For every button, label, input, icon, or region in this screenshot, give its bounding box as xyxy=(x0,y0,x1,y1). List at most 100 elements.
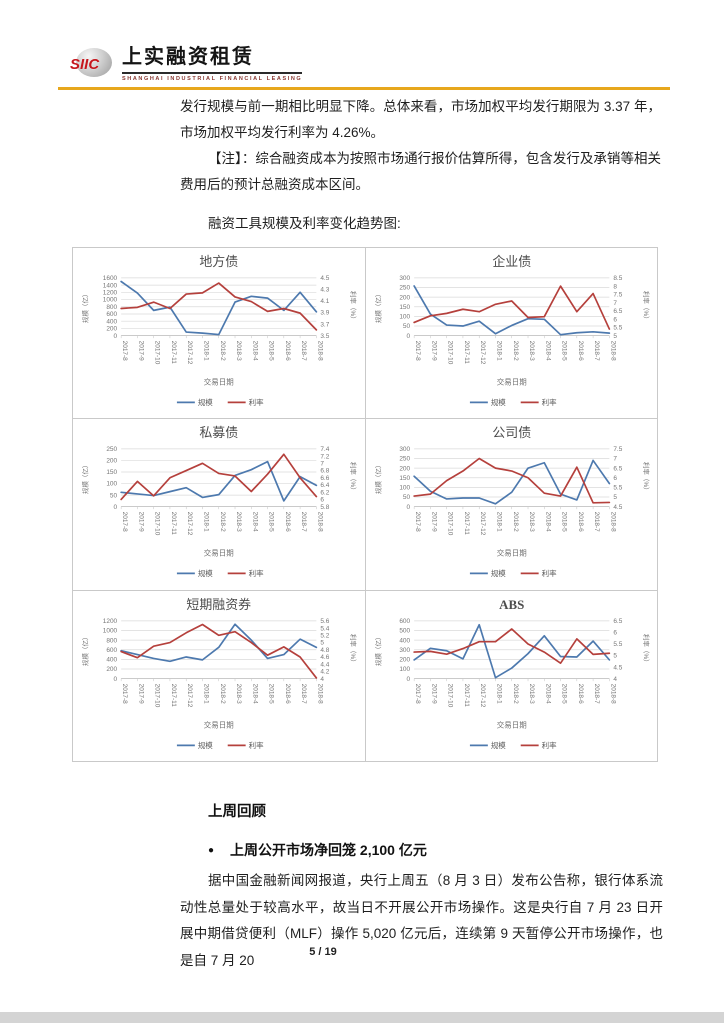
svg-text:100: 100 xyxy=(399,485,410,492)
svg-text:1600: 1600 xyxy=(103,275,118,282)
header-divider xyxy=(58,87,670,90)
svg-text:2018-5: 2018-5 xyxy=(560,341,567,362)
svg-text:规模: 规模 xyxy=(490,397,505,407)
svg-text:短期融资券: 短期融资券 xyxy=(186,597,251,612)
chart-corporate-bonds: 0 50 100 150 200 250 300 4.5 5 5.5 6 6.5 7 7.5 2017-8 2… xyxy=(365,419,657,590)
svg-text:企业债: 企业债 xyxy=(492,254,531,269)
svg-text:300: 300 xyxy=(399,647,410,654)
svg-text:150: 150 xyxy=(106,470,117,477)
svg-text:3.9: 3.9 xyxy=(320,310,329,317)
svg-text:4.5: 4.5 xyxy=(613,664,622,671)
svg-text:800: 800 xyxy=(106,637,117,644)
svg-text:250: 250 xyxy=(399,285,410,292)
siic-wordmark: SIIC xyxy=(70,56,100,73)
svg-text:6.5: 6.5 xyxy=(613,466,622,473)
svg-text:3.7: 3.7 xyxy=(320,321,329,328)
svg-text:2018-8: 2018-8 xyxy=(316,512,323,533)
svg-text:2017-10: 2017-10 xyxy=(154,683,161,707)
svg-text:2018-3: 2018-3 xyxy=(528,683,535,704)
svg-text:300: 300 xyxy=(399,275,410,282)
svg-text:2017-12: 2017-12 xyxy=(186,341,193,365)
svg-text:2018-2: 2018-2 xyxy=(219,341,226,362)
chart-canvas-short-term-financing-bills: 02004006008001000120044.24.44.64.855.25.… xyxy=(80,597,358,750)
svg-text:4.8: 4.8 xyxy=(320,647,329,654)
globe-sphere xyxy=(76,48,112,77)
svg-text:交易日期: 交易日期 xyxy=(496,548,526,558)
page-number: 5 / 19 xyxy=(309,946,337,958)
svg-text:2018-4: 2018-4 xyxy=(544,683,551,704)
svg-text:100: 100 xyxy=(399,666,410,673)
svg-text:2018-6: 2018-6 xyxy=(284,512,291,533)
svg-text:4.5: 4.5 xyxy=(613,504,622,511)
svg-text:50: 50 xyxy=(110,493,118,500)
svg-text:交易日期: 交易日期 xyxy=(496,719,526,729)
svg-text:2018-1: 2018-1 xyxy=(202,341,209,362)
paragraph-issuance-summary: 发行规模与前一期相比明显下降。总体来看，市场加权平均发行期限为 3.37 年，市… xyxy=(180,99,661,140)
svg-text:1200: 1200 xyxy=(103,618,118,625)
svg-text:规模（亿）: 规模（亿） xyxy=(373,291,382,323)
svg-text:400: 400 xyxy=(106,318,117,325)
svg-text:2018-6: 2018-6 xyxy=(576,341,583,362)
svg-text:2018-7: 2018-7 xyxy=(593,341,600,362)
svg-text:2018-3: 2018-3 xyxy=(235,683,242,704)
svg-text:200: 200 xyxy=(106,458,117,465)
svg-text:规模: 规模 xyxy=(198,568,213,578)
svg-text:利率: 利率 xyxy=(249,397,264,407)
svg-text:5.2: 5.2 xyxy=(320,632,329,639)
bullet-icon: ● xyxy=(208,844,215,856)
chart-short-term-financing-bills: 0 200 400 600 800 1000 1200 4 4.2 4.4 4.6 4.8 5 5.2 5.… xyxy=(73,590,365,761)
chart-canvas-enterprise-bonds: 0 50 100 150 200 250 300 55.5 66.577.5 88.5 2017-8… xyxy=(373,254,651,407)
svg-text:2018-2: 2018-2 xyxy=(511,683,518,704)
svg-text:4: 4 xyxy=(320,676,324,683)
svg-text:250: 250 xyxy=(106,446,117,453)
chart-enterprise-bonds: 0 50 100 150 200 250 300 5 5.5 6 6.5 7 7.5 8 8.5 2017-8… xyxy=(365,248,657,419)
svg-text:7.2: 7.2 xyxy=(320,454,329,461)
svg-text:5.5: 5.5 xyxy=(613,485,622,492)
svg-text:600: 600 xyxy=(106,647,117,654)
svg-text:2018-7: 2018-7 xyxy=(593,683,600,704)
paragraph-note: 【注】：综合融资成本为按照市场通行报价估算所得，包含发行及承销等相关费用后的预计… xyxy=(180,151,661,192)
paragraph-pboc-news: 据中国金融新闻网报道，央行上周五（8 月 3 日）发布公告称，银行体系流动性总量… xyxy=(180,873,663,968)
svg-text:0: 0 xyxy=(406,333,410,340)
svg-text:利率（%）: 利率（%） xyxy=(349,462,358,494)
svg-text:2018-8: 2018-8 xyxy=(316,341,323,362)
svg-text:2018-8: 2018-8 xyxy=(609,512,616,533)
svg-text:5.5: 5.5 xyxy=(613,325,622,332)
svg-text:4.4: 4.4 xyxy=(320,661,329,668)
svg-text:500: 500 xyxy=(399,627,410,634)
svg-text:8: 8 xyxy=(613,283,617,290)
svg-text:2018-4: 2018-4 xyxy=(544,341,551,362)
svg-text:2017-9: 2017-9 xyxy=(137,683,144,704)
svg-text:200: 200 xyxy=(106,326,117,333)
svg-text:8.5: 8.5 xyxy=(613,275,622,282)
svg-text:利率: 利率 xyxy=(541,740,556,750)
svg-text:2017-10: 2017-10 xyxy=(446,341,453,365)
svg-text:5: 5 xyxy=(613,333,617,340)
svg-text:交易日期: 交易日期 xyxy=(496,376,526,386)
svg-text:利率: 利率 xyxy=(541,397,556,407)
svg-text:0: 0 xyxy=(406,676,410,683)
chart-canvas-abs: 0 100 200 300 400 500 600 4 4.5 5 5.5 6 6.5 2017-8 201… xyxy=(373,597,651,750)
svg-text:2017-9: 2017-9 xyxy=(430,512,437,533)
svg-text:0: 0 xyxy=(114,676,118,683)
svg-text:300: 300 xyxy=(399,446,410,453)
svg-text:2018-5: 2018-5 xyxy=(268,683,275,704)
svg-text:200: 200 xyxy=(399,294,410,301)
svg-text:50: 50 xyxy=(402,495,410,502)
svg-text:2018-3: 2018-3 xyxy=(235,341,242,362)
svg-text:2017-11: 2017-11 xyxy=(170,341,177,365)
svg-text:2018-4: 2018-4 xyxy=(251,683,258,704)
svg-text:2018-1: 2018-1 xyxy=(495,683,502,704)
svg-text:2017-8: 2017-8 xyxy=(121,683,128,704)
svg-text:6.2: 6.2 xyxy=(320,490,329,497)
svg-text:规模（亿）: 规模（亿） xyxy=(373,462,382,494)
svg-text:2018-1: 2018-1 xyxy=(495,512,502,533)
svg-text:0: 0 xyxy=(406,504,410,511)
svg-text:ABS: ABS xyxy=(499,597,524,612)
svg-text:2018-6: 2018-6 xyxy=(576,683,583,704)
svg-text:利率: 利率 xyxy=(249,740,264,750)
svg-text:2018-3: 2018-3 xyxy=(528,512,535,533)
svg-text:2017-11: 2017-11 xyxy=(462,512,469,536)
